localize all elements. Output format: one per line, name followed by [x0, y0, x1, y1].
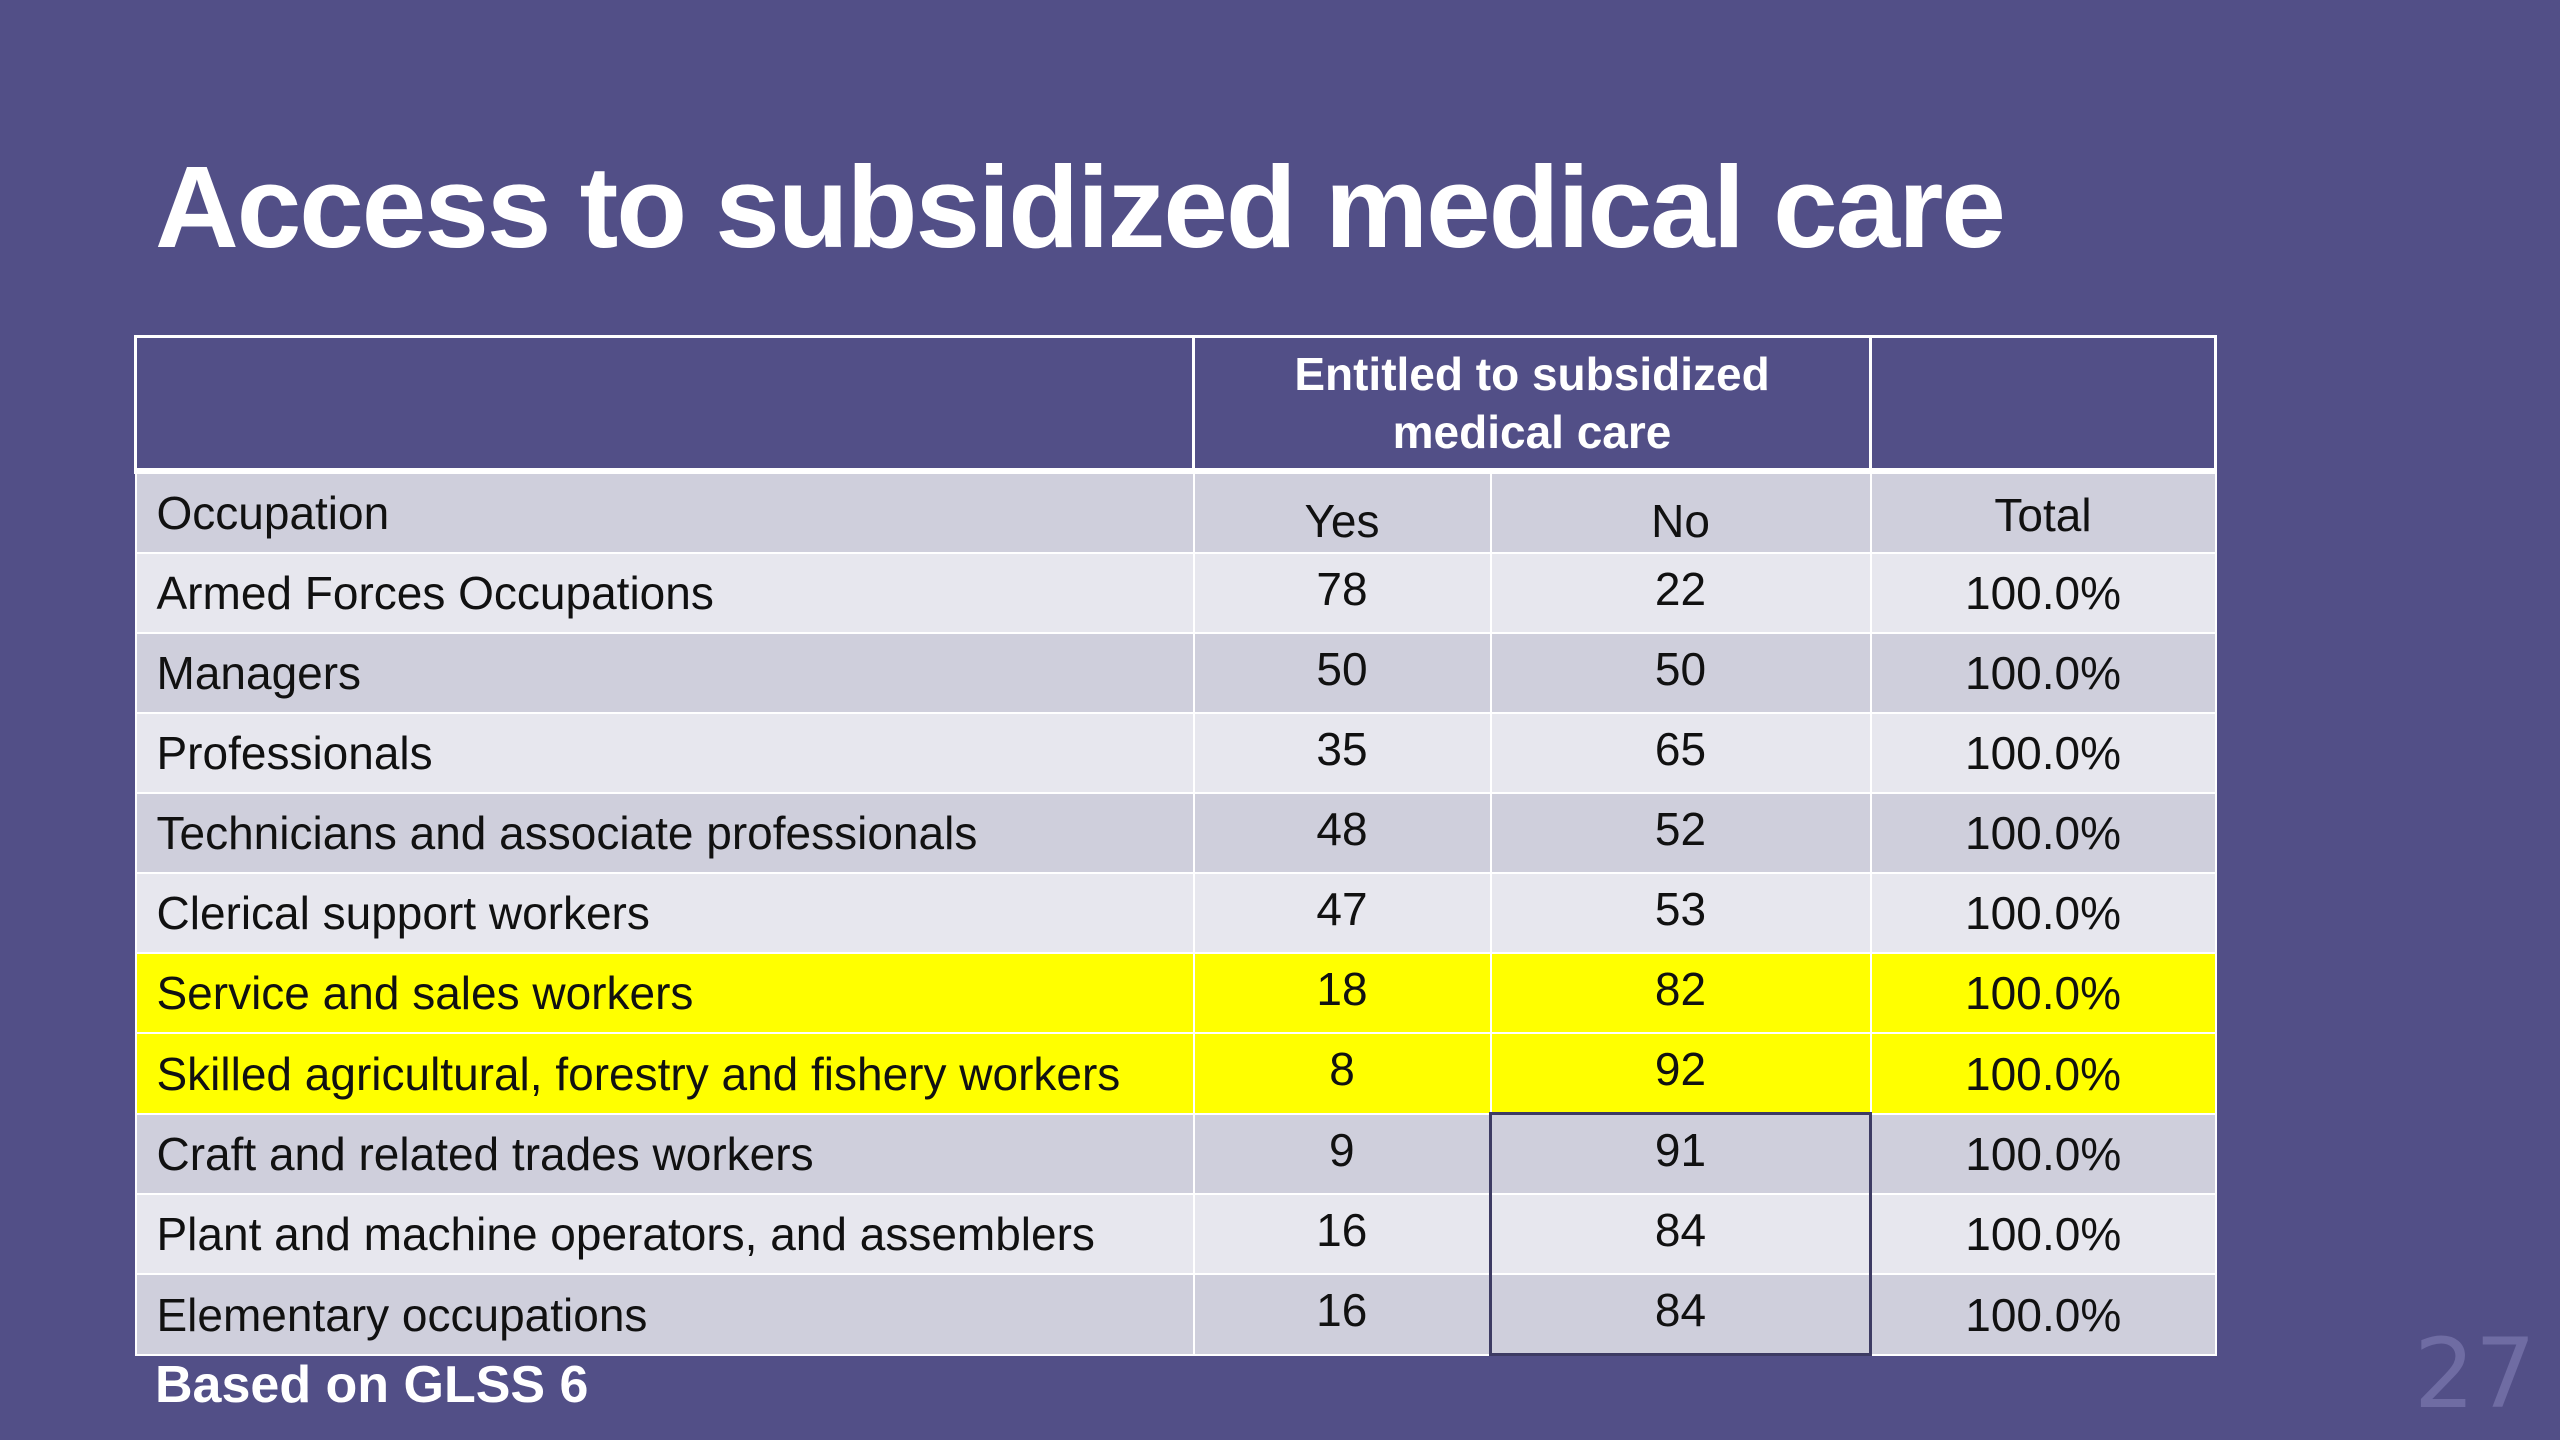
table-group-header-row: Entitled to subsidized medical care	[134, 335, 2217, 474]
cell-no: 82	[1489, 952, 1872, 1034]
cell-no: 52	[1489, 792, 1872, 874]
cell-occupation: Skilled agricultural, forestry and fishe…	[134, 1032, 1195, 1115]
group-header-empty-left	[134, 335, 1195, 474]
table-row: Skilled agricultural, forestry and fishe…	[134, 1032, 2217, 1115]
group-header-empty-right	[1869, 335, 2217, 474]
cell-occupation: Service and sales workers	[134, 952, 1195, 1034]
footnote: Based on GLSS 6	[155, 1356, 589, 1414]
cell-no: 91	[1489, 1112, 1872, 1195]
cell-occupation: Plant and machine operators, and assembl…	[134, 1193, 1195, 1275]
cell-occupation: Managers	[134, 632, 1195, 714]
cell-yes: 78	[1192, 552, 1492, 634]
cell-no: 50	[1489, 632, 1872, 714]
cell-occupation: Craft and related trades workers	[134, 1112, 1195, 1195]
cell-yes: 50	[1192, 632, 1492, 714]
cell-total: 100.0%	[1869, 1032, 2217, 1115]
cell-total: 100.0%	[1869, 632, 2217, 714]
table-column-header-row: Occupation Yes No Total	[134, 470, 2217, 554]
occupation-table: Entitled to subsidized medical care Occu…	[134, 335, 2217, 1356]
cell-yes: 35	[1192, 712, 1492, 794]
cell-no: 65	[1489, 712, 1872, 794]
cell-yes: 47	[1192, 872, 1492, 954]
cell-yes: 48	[1192, 792, 1492, 874]
cell-occupation: Elementary occupations	[134, 1273, 1195, 1356]
cell-total: 100.0%	[1869, 952, 2217, 1034]
cell-no: 22	[1489, 552, 1872, 634]
table-row: Elementary occupations 16 84 100.0%	[134, 1273, 2217, 1356]
cell-yes: 9	[1192, 1112, 1492, 1195]
cell-occupation: Technicians and associate professionals	[134, 792, 1195, 874]
table-row: Armed Forces Occupations 78 22 100.0%	[134, 552, 2217, 634]
occupation-table-container: Entitled to subsidized medical care Occu…	[134, 335, 2217, 1356]
cell-no: 53	[1489, 872, 1872, 954]
cell-no: 84	[1489, 1193, 1872, 1275]
table-row: Technicians and associate professionals 4…	[134, 792, 2217, 874]
slide-number: 27	[2413, 1318, 2536, 1430]
table-row: Plant and machine operators, and assembl…	[134, 1193, 2217, 1275]
cell-total: 100.0%	[1869, 1273, 2217, 1356]
cell-total: 100.0%	[1869, 1193, 2217, 1275]
table-body: Armed Forces Occupations 78 22 100.0% Manage…	[134, 552, 2217, 1356]
cell-occupation: Armed Forces Occupations	[134, 552, 1195, 634]
table-row: Clerical support workers 47 53 100.0%	[134, 872, 2217, 954]
column-header-occupation: Occupation	[134, 470, 1195, 554]
cell-no: 92	[1489, 1032, 1872, 1115]
column-header-total: Total	[1869, 470, 2217, 554]
cell-total: 100.0%	[1869, 792, 2217, 874]
cell-total: 100.0%	[1869, 1112, 2217, 1195]
table-row: Professionals 35 65 100.0%	[134, 712, 2217, 794]
table-row: Craft and related trades workers 9 91 100.0…	[134, 1112, 2217, 1195]
cell-total: 100.0%	[1869, 712, 2217, 794]
cell-yes: 18	[1192, 952, 1492, 1034]
table-row: Service and sales workers 18 82 100.0%	[134, 952, 2217, 1034]
cell-total: 100.0%	[1869, 872, 2217, 954]
cell-yes: 16	[1192, 1193, 1492, 1275]
column-header-no: No	[1489, 470, 1872, 554]
cell-yes: 16	[1192, 1273, 1492, 1356]
group-header-entitled: Entitled to subsidized medical care	[1192, 335, 1872, 474]
cell-occupation: Professionals	[134, 712, 1195, 794]
table-row: Managers 50 50 100.0%	[134, 632, 2217, 714]
column-header-yes: Yes	[1192, 470, 1492, 554]
slide-title: Access to subsidized medical care	[155, 142, 2006, 272]
cell-occupation: Clerical support workers	[134, 872, 1195, 954]
cell-no: 84	[1489, 1273, 1872, 1356]
cell-yes: 8	[1192, 1032, 1492, 1115]
cell-total: 100.0%	[1869, 552, 2217, 634]
